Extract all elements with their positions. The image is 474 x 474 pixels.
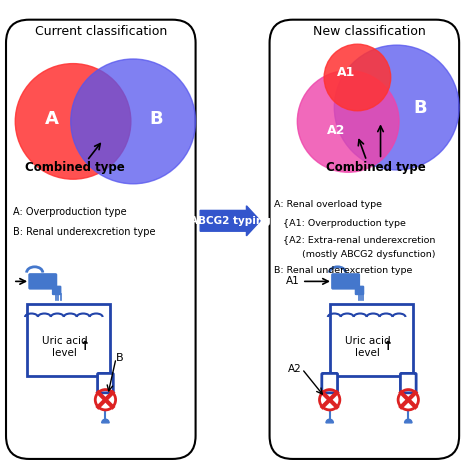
Text: B: Renal underexcretion type: B: Renal underexcretion type	[274, 266, 412, 275]
Text: ABCG2 typing: ABCG2 typing	[190, 216, 271, 226]
FancyBboxPatch shape	[29, 274, 56, 289]
FancyBboxPatch shape	[322, 374, 337, 393]
Text: B: B	[116, 353, 123, 363]
Text: A2: A2	[328, 124, 346, 137]
Text: ↑: ↑	[382, 340, 393, 353]
Text: {A1: Overproduction type: {A1: Overproduction type	[283, 219, 406, 228]
Text: Combined type: Combined type	[26, 161, 125, 174]
Circle shape	[324, 44, 391, 111]
Text: B: B	[413, 99, 427, 117]
Text: New classification: New classification	[312, 25, 425, 38]
Text: B: Renal underexcretion type: B: Renal underexcretion type	[13, 228, 155, 237]
FancyBboxPatch shape	[6, 20, 196, 459]
Circle shape	[334, 45, 459, 170]
FancyBboxPatch shape	[98, 374, 113, 393]
Text: (mostly ABCG2 dysfunction): (mostly ABCG2 dysfunction)	[302, 250, 436, 259]
FancyArrow shape	[200, 206, 260, 236]
Text: Uric acid
level: Uric acid level	[345, 336, 391, 357]
Text: Uric acid
level: Uric acid level	[42, 336, 88, 357]
Text: A: A	[46, 110, 59, 128]
FancyBboxPatch shape	[332, 274, 359, 289]
Text: Combined type: Combined type	[326, 161, 426, 174]
FancyBboxPatch shape	[27, 304, 110, 376]
Text: A1: A1	[337, 66, 355, 79]
FancyBboxPatch shape	[53, 286, 61, 294]
FancyBboxPatch shape	[270, 20, 459, 459]
Wedge shape	[326, 419, 333, 423]
Text: A: Renal overload type: A: Renal overload type	[274, 200, 382, 209]
Circle shape	[297, 71, 399, 172]
Wedge shape	[405, 419, 412, 423]
Text: B: B	[149, 110, 163, 128]
Text: {A2: Extra-renal underexcretion: {A2: Extra-renal underexcretion	[283, 235, 436, 244]
FancyBboxPatch shape	[356, 286, 364, 294]
Text: A1: A1	[286, 276, 300, 286]
Circle shape	[71, 59, 196, 184]
Text: A2: A2	[288, 364, 302, 374]
FancyBboxPatch shape	[401, 374, 416, 393]
Text: A: Overproduction type: A: Overproduction type	[13, 207, 127, 217]
Circle shape	[15, 64, 131, 179]
FancyBboxPatch shape	[330, 304, 413, 376]
Text: ↑: ↑	[79, 340, 90, 353]
Text: Current classification: Current classification	[35, 25, 167, 38]
Wedge shape	[102, 419, 109, 423]
